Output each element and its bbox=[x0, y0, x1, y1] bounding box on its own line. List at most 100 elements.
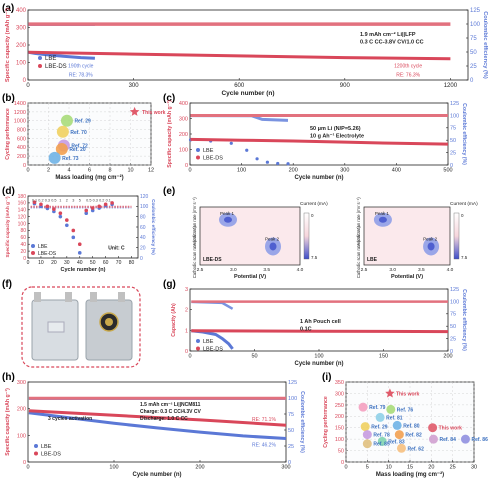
b-xtick-label: 12 bbox=[148, 168, 154, 174]
h-y2tick-label: 25 bbox=[288, 444, 294, 450]
c-ytick-label: 0 bbox=[185, 163, 188, 169]
c-legend-marker bbox=[196, 155, 200, 160]
i-point-star bbox=[385, 388, 395, 398]
g-xtick-label: 0 bbox=[188, 354, 191, 360]
d-xtick-label: 80 bbox=[129, 260, 135, 266]
h-y2tick-label: 50 bbox=[288, 428, 294, 434]
g-ytick-label: 3 bbox=[185, 287, 188, 293]
d-capacity-point-lbe-ds bbox=[103, 202, 108, 207]
d-rate-label: 5 bbox=[79, 199, 81, 203]
d-rate-label: 0.1 bbox=[32, 199, 37, 203]
h-y2tick-label: 0 bbox=[288, 460, 291, 466]
a-annotation: 1.9 mAh cm⁻² Li||LFP bbox=[360, 31, 416, 38]
h-capacity-line-lbe-ds bbox=[28, 409, 287, 427]
a-ytick-label: 400 bbox=[16, 8, 27, 14]
d-y2tick-label: 0 bbox=[140, 256, 143, 262]
d-capacity-point-lbe-ds bbox=[84, 208, 89, 213]
g-xtick-label: 100 bbox=[314, 354, 323, 360]
a-ylabel: Specific capacity (mAh g⁻¹) bbox=[4, 8, 11, 82]
h-plot-frame bbox=[27, 381, 287, 463]
e-colorbar-label: Current (mA) bbox=[300, 201, 328, 207]
h-ytick-label: 200 bbox=[17, 407, 26, 413]
d-rate-label: 0.1 bbox=[106, 199, 111, 203]
g-annotation: 1 Ah Pouch cell bbox=[300, 319, 341, 325]
c-legend-marker bbox=[196, 148, 200, 152]
tab-right-2 bbox=[118, 292, 125, 302]
h-y2tick-label: 75 bbox=[288, 412, 294, 418]
i-xtick-label: 15 bbox=[407, 465, 413, 471]
g-ylabel: Capacity (Ah) bbox=[171, 303, 177, 337]
i-point bbox=[360, 422, 370, 432]
i-point-label: Ref. 80 bbox=[403, 423, 420, 429]
d-rate-label: 0.5 bbox=[51, 199, 56, 203]
i-point-label: Ref. 84 bbox=[439, 437, 456, 443]
panel-d-chart: 0 10 20 30 40 50 60 70 8002040608010012014016018… bbox=[5, 194, 156, 273]
a-y2tick-label: 125 bbox=[470, 8, 481, 14]
g-xlabel: Cycle number (n) bbox=[294, 361, 343, 367]
e-peak-label: Peak 2 bbox=[265, 236, 280, 241]
a-xtick-label: 1200 bbox=[444, 83, 458, 89]
e-colorbar-tick: 7.5 bbox=[311, 255, 318, 260]
i-point-label: Ref. 81 bbox=[386, 415, 403, 421]
i-point-label: This work bbox=[396, 391, 420, 397]
a-capacity-line-lbe-ds bbox=[28, 50, 451, 61]
e-map-name: LBE bbox=[367, 257, 378, 263]
h-annotation: Charge: 0.3 C CC/4.3V CV bbox=[140, 409, 202, 415]
c-capacity-point-lbe bbox=[245, 148, 249, 152]
i-point bbox=[386, 404, 396, 414]
a-note-label: 1200th cycle bbox=[394, 64, 422, 70]
panel-c-chart: 0 100 200 300 400 500010020030040002550751001… bbox=[167, 100, 467, 181]
c-xtick-label: 500 bbox=[443, 168, 452, 174]
panel-label-g: (g) bbox=[163, 279, 176, 290]
h-xlabel: Cycle number (n) bbox=[132, 472, 181, 478]
panel-label-f: (f) bbox=[2, 279, 12, 290]
panel-e-heatmaps: Peak 1 Peak 2 LBE-DS 2.5 3.0 3.5 4.0 Potential … bbox=[192, 197, 478, 280]
b-ytick-label: 200 bbox=[17, 154, 26, 160]
panel-label-h: (h) bbox=[2, 372, 15, 383]
i-point bbox=[394, 430, 404, 440]
c-xlabel: Cycle number (n) bbox=[294, 175, 343, 181]
a-xtick-label: 0 bbox=[26, 83, 30, 89]
photo-frame bbox=[21, 286, 141, 368]
h-xtick-label: 300 bbox=[281, 465, 290, 471]
d-capacity-point-lbe-ds bbox=[90, 206, 95, 210]
d-capacity-point-lbe bbox=[84, 211, 89, 216]
b-point bbox=[48, 151, 61, 164]
d-ytick-label: 140 bbox=[18, 208, 27, 214]
b-ytick-label: 400 bbox=[17, 145, 26, 151]
h-legend-label: LBE bbox=[41, 444, 52, 450]
panel-label-c: (c) bbox=[163, 93, 175, 104]
c-capacity-point-lbe bbox=[286, 162, 290, 166]
i-point bbox=[396, 443, 406, 453]
panel-label-d: (d) bbox=[2, 186, 15, 197]
g-legend-label: LBE-DS bbox=[203, 346, 223, 352]
c-y2tick-label: 125 bbox=[450, 101, 459, 107]
i-point-label: Ref. 86 bbox=[471, 437, 488, 443]
a-y2tick-label: 25 bbox=[470, 64, 477, 70]
d-rate-label: 0.3 bbox=[93, 199, 98, 203]
e-colorbar-tick: 7.5 bbox=[461, 255, 468, 260]
g-y2tick-label: 0 bbox=[450, 349, 453, 355]
e-xtick-label: 4.0 bbox=[447, 267, 454, 273]
e-ylabel-anodic: Anodic scan rate (mV s⁻¹) bbox=[356, 197, 361, 246]
d-xtick-label: 40 bbox=[77, 260, 83, 266]
e-ylabel-cathodic: Cathodic scan rate (mV s⁻¹) bbox=[356, 226, 361, 279]
b-point-star bbox=[129, 106, 140, 116]
i-point bbox=[392, 420, 402, 430]
d-capacity-point-lbe bbox=[65, 223, 69, 228]
i-ytick-label: 300 bbox=[335, 391, 344, 397]
b-ytick-label: 1400 bbox=[14, 101, 26, 107]
g-y2tick-label: 50 bbox=[450, 324, 456, 330]
d-xtick-label: 70 bbox=[116, 260, 122, 266]
e-peak-core bbox=[378, 216, 387, 223]
b-ytick-label: 1000 bbox=[14, 119, 26, 125]
e-heatmap-area bbox=[199, 206, 301, 266]
d-xtick-label: 20 bbox=[51, 260, 57, 266]
c-y2tick-label: 75 bbox=[450, 126, 456, 132]
d-y2tick-label: 100 bbox=[140, 204, 149, 210]
panel-label-i: (i) bbox=[322, 372, 331, 383]
d-xtick-label: 10 bbox=[38, 260, 44, 266]
d-rate-label: 1 bbox=[59, 199, 61, 203]
d-capacity-point-lbe-ds bbox=[71, 228, 76, 233]
d-y2tick-label: 120 bbox=[140, 194, 149, 200]
